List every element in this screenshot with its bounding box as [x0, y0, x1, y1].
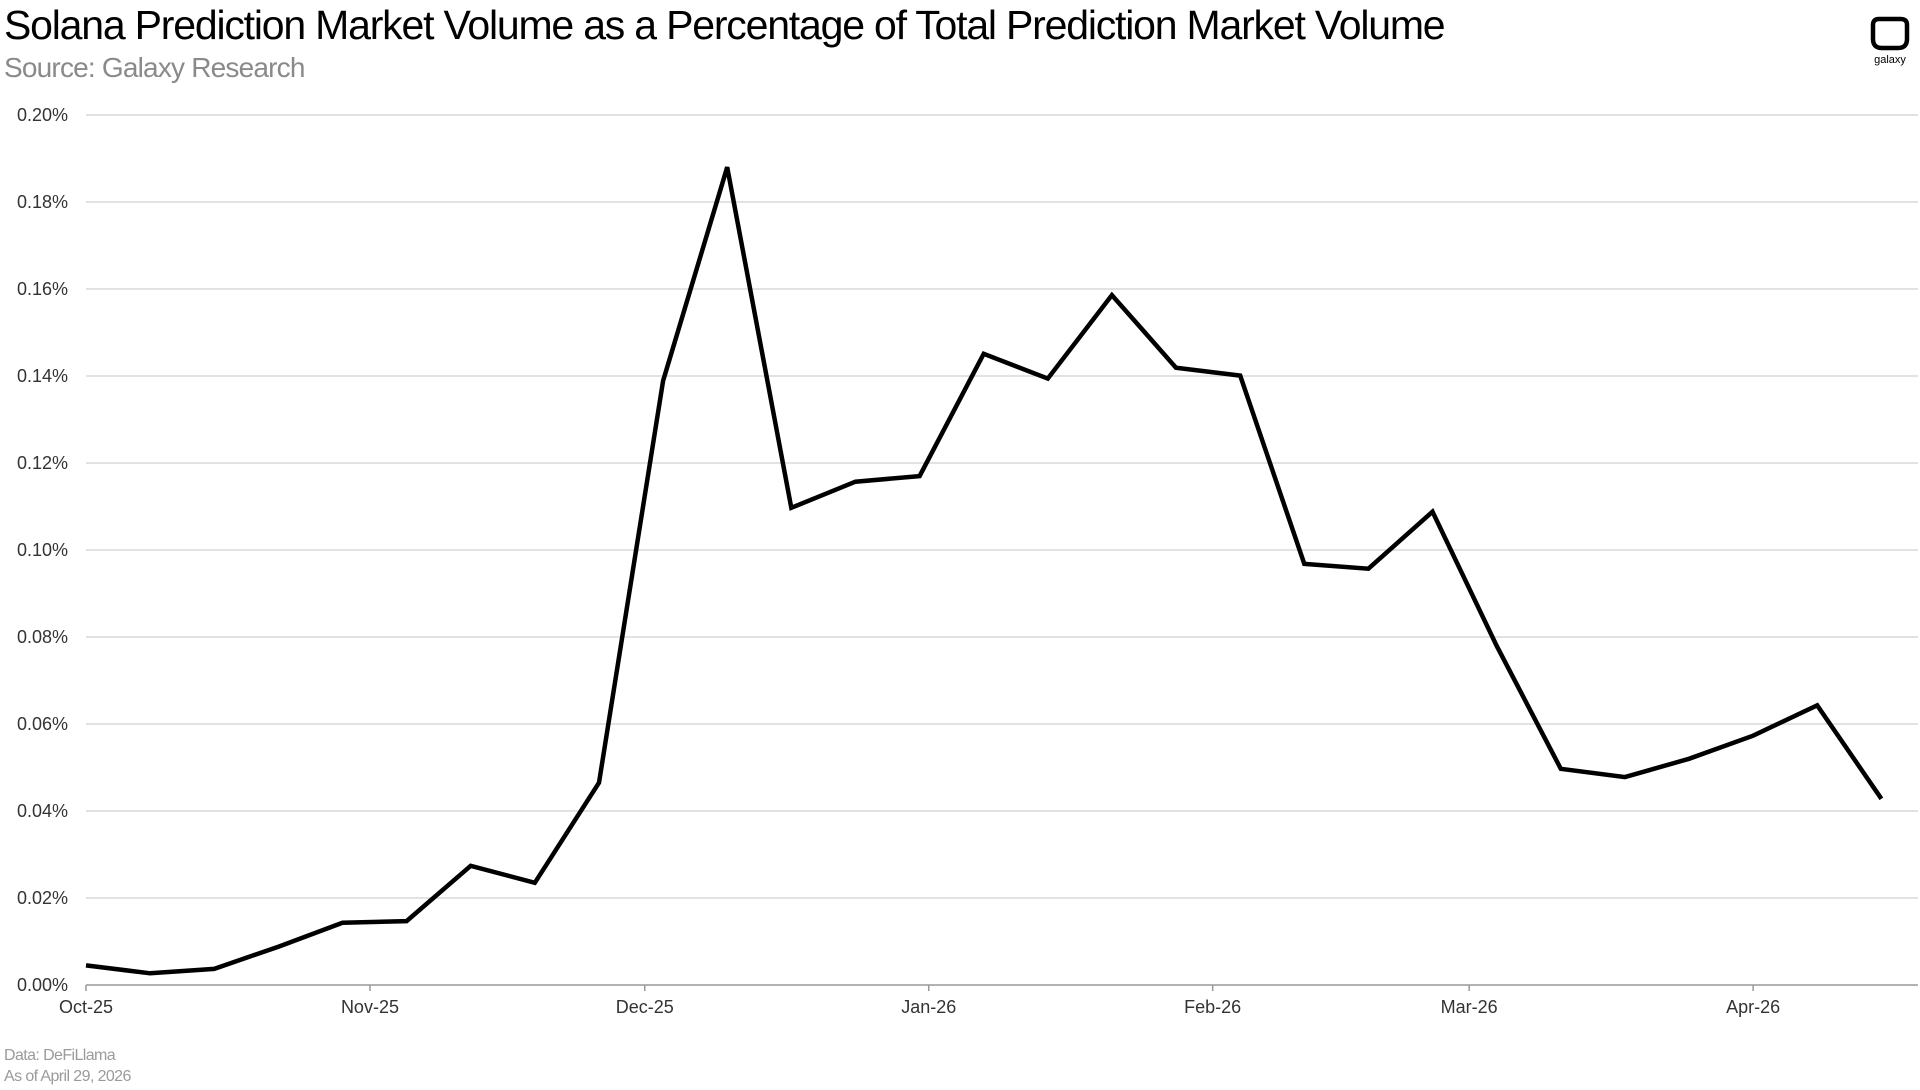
y-tick-label: 0.20%: [17, 105, 68, 125]
footer-data-source: Data: DeFiLlama: [4, 1047, 116, 1064]
logo-text: galaxy: [1874, 54, 1906, 66]
line-chart: 0.00% 0.02% 0.04% 0.06% 0.08% 0.10% 0.12% 0.14%…: [17, 105, 1918, 1017]
y-tick-label: 0.08%: [17, 627, 68, 647]
y-tick-label: 0.10%: [17, 540, 68, 560]
x-tick-label: Jan-26: [901, 997, 956, 1017]
x-tick-label: Apr-26: [1726, 997, 1780, 1017]
y-tick-label: 0.04%: [17, 801, 68, 821]
x-tick-label: Mar-26: [1441, 997, 1498, 1017]
galaxy-logo-icon: [1870, 16, 1910, 51]
y-axis-labels: 0.00% 0.02% 0.04% 0.06% 0.08% 0.10% 0.12% 0.14%…: [17, 105, 68, 995]
y-tick-label: 0.06%: [17, 714, 68, 734]
y-tick-label: 0.12%: [17, 453, 68, 473]
x-tick-label: Dec-25: [616, 997, 674, 1017]
gridlines: [86, 114, 1918, 899]
x-tick-label: Oct-25: [59, 997, 113, 1017]
y-tick-label: 0.02%: [17, 888, 68, 908]
y-tick-label: 0.14%: [17, 366, 68, 386]
chart-title: Solana Prediction Market Volume as a Per…: [4, 2, 1446, 48]
x-tick-label: Feb-26: [1184, 997, 1241, 1017]
chart-subtitle: Source: Galaxy Research: [4, 52, 305, 83]
y-tick-label: 0.16%: [17, 279, 68, 299]
y-tick-label: 0.18%: [17, 192, 68, 212]
footer-as-of-date: As of April 29, 2026: [4, 1068, 131, 1085]
series-line: [85, 166, 1884, 976]
x-axis: [85, 984, 1918, 991]
series: [85, 166, 1884, 976]
x-tick-label: Nov-25: [341, 997, 399, 1017]
y-tick-label: 0.00%: [17, 975, 68, 995]
x-axis-labels: Oct-25 Nov-25 Dec-25 Jan-26 Feb-26 Mar-26 Apr-…: [59, 997, 1780, 1017]
